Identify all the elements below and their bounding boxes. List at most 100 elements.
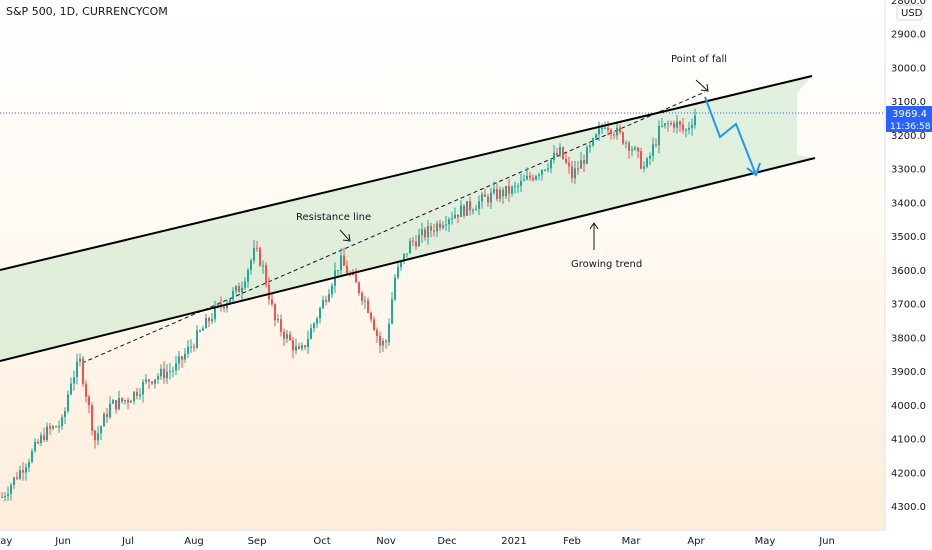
candle-body bbox=[256, 247, 258, 249]
candle-body bbox=[652, 144, 654, 156]
candle-body bbox=[598, 128, 600, 135]
candle-body bbox=[145, 379, 147, 382]
candles-layer bbox=[1, 108, 696, 502]
time-tick-label: May bbox=[755, 536, 776, 547]
candle-body bbox=[88, 396, 90, 406]
candle-body bbox=[373, 319, 375, 330]
time-tick-label: Dec bbox=[437, 536, 456, 547]
candle-body bbox=[28, 462, 30, 468]
candle-body bbox=[505, 185, 507, 197]
candle-body bbox=[508, 185, 510, 194]
candle-body bbox=[619, 127, 621, 133]
candle-body bbox=[490, 192, 492, 203]
candle-body bbox=[535, 176, 537, 180]
price-tick-label: 3800.0 bbox=[891, 333, 926, 344]
candle-body bbox=[532, 177, 534, 180]
price-axis-panel[interactable] bbox=[885, 0, 932, 550]
candle-body bbox=[202, 328, 204, 331]
candle-body bbox=[331, 285, 333, 295]
candle-body bbox=[58, 426, 60, 428]
time-tick-label: Aug bbox=[184, 536, 204, 547]
candle-body bbox=[418, 234, 420, 247]
point-of-fall-label: Point of fall bbox=[671, 54, 727, 65]
candle-body bbox=[343, 255, 345, 266]
candle-body bbox=[136, 391, 138, 396]
candle-body bbox=[694, 115, 696, 126]
candle-body bbox=[547, 168, 549, 170]
lower-channel-line[interactable] bbox=[0, 157, 816, 362]
candle-body bbox=[517, 185, 519, 187]
candle-body bbox=[367, 300, 369, 313]
candle-body bbox=[592, 138, 594, 146]
candle-body bbox=[646, 158, 648, 167]
candle-body bbox=[409, 240, 411, 254]
candle-body bbox=[238, 286, 240, 293]
candle-body bbox=[271, 299, 273, 305]
candle-body bbox=[463, 205, 465, 216]
candle-body bbox=[46, 426, 48, 440]
candle-body bbox=[205, 318, 207, 329]
candle-body bbox=[253, 247, 255, 261]
candle-body bbox=[487, 196, 489, 203]
resistance-line bbox=[81, 91, 706, 364]
candle-body bbox=[286, 334, 288, 339]
candle-body bbox=[529, 175, 531, 178]
candle-body bbox=[115, 400, 117, 410]
candle-body bbox=[436, 223, 438, 232]
candle-body bbox=[496, 189, 498, 199]
candle-body bbox=[589, 145, 591, 148]
candle-body bbox=[451, 218, 453, 220]
candle-body bbox=[394, 277, 396, 300]
candle-body bbox=[154, 379, 156, 384]
candle-body bbox=[208, 318, 210, 322]
price-tick-label: 3500.0 bbox=[891, 232, 926, 243]
upper-channel-line[interactable] bbox=[0, 75, 813, 271]
candle-body bbox=[16, 477, 18, 479]
candle-body bbox=[481, 194, 483, 202]
candle-body bbox=[541, 169, 543, 175]
candle-body bbox=[235, 286, 237, 291]
usd-badge[interactable] bbox=[896, 4, 923, 21]
candle-body bbox=[457, 214, 459, 217]
candle-body bbox=[559, 147, 561, 156]
candle-body bbox=[556, 153, 558, 156]
time-tick-label: Nov bbox=[376, 536, 396, 547]
candle-body bbox=[472, 210, 474, 212]
candle-body bbox=[469, 201, 471, 211]
time-axis-panel[interactable] bbox=[0, 530, 932, 550]
candle-body bbox=[376, 329, 378, 337]
resistance-arrow bbox=[339, 229, 350, 241]
candle-body bbox=[190, 346, 192, 348]
candle-body bbox=[184, 353, 186, 360]
candle-body bbox=[175, 363, 177, 371]
candle-body bbox=[187, 346, 189, 354]
candle-body bbox=[445, 224, 447, 226]
candle-body bbox=[511, 186, 513, 194]
candle-body bbox=[625, 142, 627, 144]
candle-body bbox=[604, 127, 606, 129]
fall-arrow-head bbox=[700, 83, 709, 92]
candle-body bbox=[277, 319, 279, 321]
candle-body bbox=[223, 306, 225, 309]
candle-body bbox=[94, 430, 96, 441]
candle-body bbox=[199, 330, 201, 332]
candle-body bbox=[382, 340, 384, 346]
price-tick-label: 4000.0 bbox=[891, 401, 926, 412]
candle-body bbox=[178, 356, 180, 364]
candle-body bbox=[460, 205, 462, 217]
candle-body bbox=[484, 194, 486, 197]
candle-body bbox=[403, 253, 405, 261]
candle-body bbox=[10, 485, 12, 494]
candle-body bbox=[139, 394, 141, 396]
candle-body bbox=[142, 381, 144, 395]
candle-body bbox=[7, 493, 9, 496]
candle-body bbox=[274, 304, 276, 321]
price-tick-label: 3700.0 bbox=[891, 300, 926, 311]
candle-body bbox=[658, 125, 660, 146]
candle-body bbox=[673, 123, 675, 128]
candle-body bbox=[301, 345, 303, 349]
candle-body bbox=[577, 168, 579, 170]
current-price-badge bbox=[886, 106, 932, 132]
